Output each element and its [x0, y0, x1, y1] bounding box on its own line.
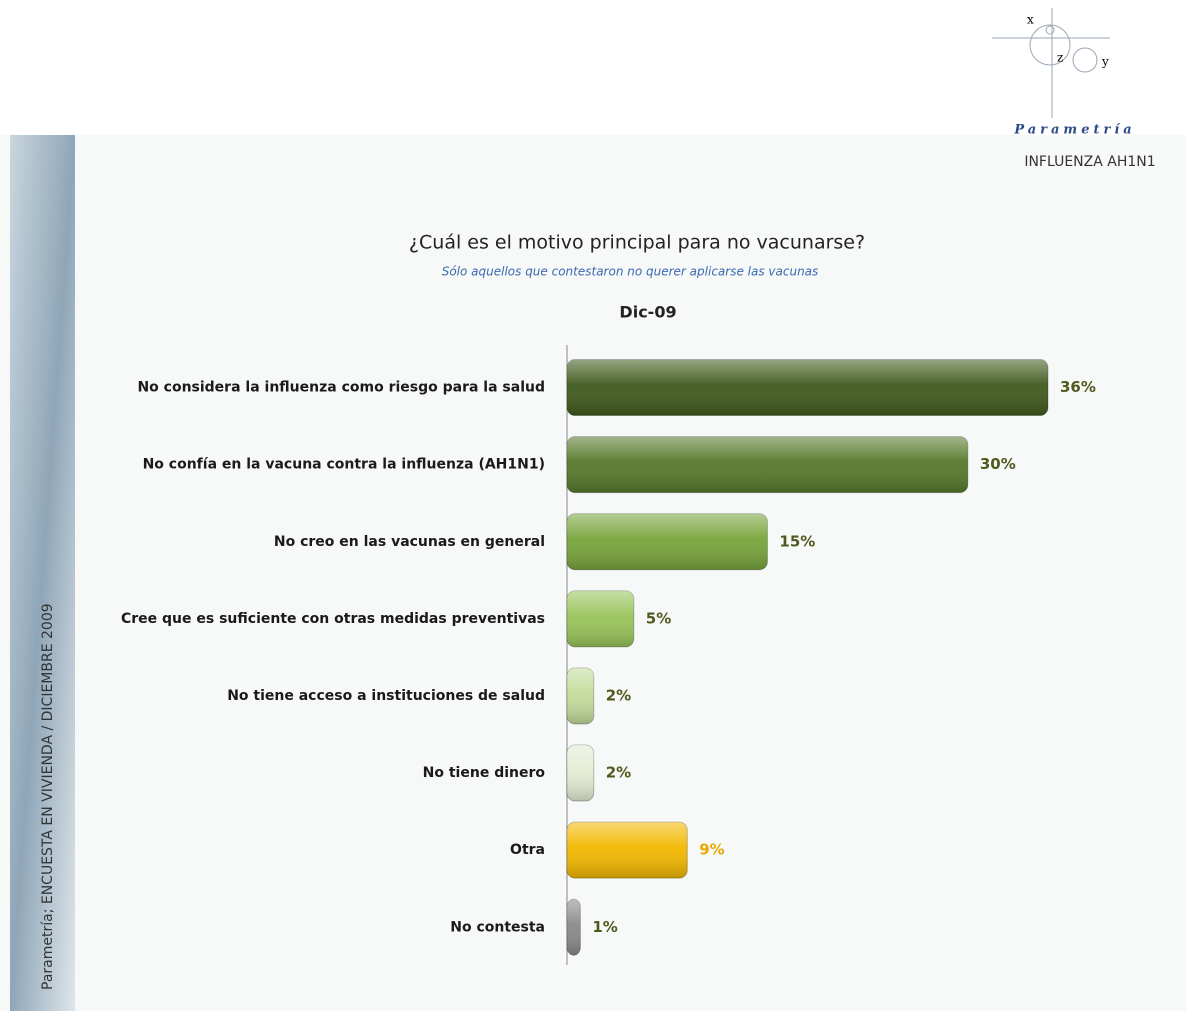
value-label: 9% — [699, 841, 724, 859]
chart-title: ¿Cuál es el motivo principal para no vac… — [409, 232, 865, 254]
bar-shine — [567, 822, 688, 879]
bar-shine — [567, 513, 768, 570]
bar-shine — [567, 359, 1048, 416]
value-label: 5% — [646, 609, 671, 627]
value-label: 1% — [592, 918, 617, 936]
category-label: No creo en las vacunas en general — [274, 534, 545, 550]
chart-subtitle: Sólo aquellos que contestaron no querer … — [442, 265, 819, 279]
value-label: 2% — [606, 686, 631, 704]
category-label: No tiene acceso a instituciones de salud — [227, 688, 545, 704]
logo-letter: y — [1101, 55, 1109, 69]
category-label: No tiene dinero — [423, 765, 546, 781]
value-label: 30% — [980, 455, 1016, 473]
side-note: Parametría; ENCUESTA EN VIVIENDA / DICIE… — [40, 603, 56, 990]
topic: INFLUENZA AH1N1 — [1024, 154, 1155, 170]
bar-shine — [567, 590, 634, 647]
logo-graphic — [992, 8, 1110, 118]
bar-shine — [567, 745, 594, 802]
logo-letter: z — [1057, 51, 1063, 65]
category-label: No contesta — [450, 919, 545, 935]
bar-shine — [567, 667, 594, 724]
category-label: No considera la influenza como riesgo pa… — [137, 380, 545, 396]
category-label: No confía en la vacuna contra la influen… — [143, 457, 545, 473]
bar-shine — [567, 899, 581, 956]
logo-letter: x — [1027, 13, 1034, 27]
value-label: 2% — [606, 764, 631, 782]
logo-name: Parametría — [1013, 123, 1135, 138]
category-label: Otra — [510, 842, 545, 858]
value-label: 36% — [1060, 378, 1096, 396]
bar-shine — [567, 436, 968, 493]
series-label: Dic-09 — [619, 303, 676, 322]
category-label: Cree que es suficiente con otras medidas… — [121, 611, 545, 627]
value-label: 15% — [779, 532, 815, 550]
side-strip — [10, 135, 75, 1011]
